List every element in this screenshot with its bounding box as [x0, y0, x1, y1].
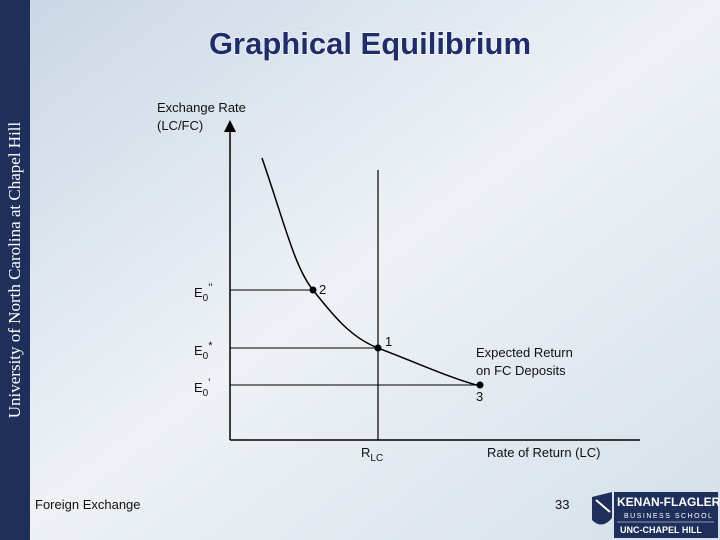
y-axis-label: (LC/FC) — [157, 118, 203, 133]
side-bar — [0, 0, 30, 540]
level-sub: 0 — [203, 388, 209, 399]
level-main: E — [194, 285, 203, 300]
footer-left: Foreign Exchange — [35, 497, 141, 512]
logo-shield — [592, 492, 612, 525]
curve-label: Expected Return — [476, 345, 573, 360]
side-text: University of North Carolina at Chapel H… — [5, 121, 24, 418]
logo: KENAN-FLAGLER BUSINESS SCHOOL UNC-CHAPEL… — [592, 492, 720, 538]
point-label: 1 — [385, 334, 392, 349]
level-sup: ' — [208, 377, 210, 389]
logo-stripe — [595, 499, 611, 513]
point — [476, 381, 484, 389]
point-label: 2 — [319, 282, 326, 297]
title: Graphical Equilibrium — [209, 26, 531, 61]
logo-university: UNC-CHAPEL HILL — [620, 525, 702, 535]
level-main: E — [194, 343, 203, 358]
y-axis-label: Exchange Rate — [157, 100, 246, 115]
logo-name: KENAN-FLAGLER — [617, 495, 720, 509]
expected-return-curve — [261, 157, 481, 387]
level-label: E0' — [194, 377, 210, 399]
logo-box — [614, 492, 718, 538]
level-sup: '' — [208, 282, 212, 294]
level-main: E — [194, 380, 203, 395]
point-label: 3 — [476, 389, 483, 404]
page-number: 33 — [555, 497, 569, 512]
rate-main: R — [361, 445, 370, 460]
level-sup: * — [208, 340, 213, 352]
curve-label: on FC Deposits — [476, 363, 566, 378]
level-label: E0* — [194, 340, 213, 362]
logo-school: BUSINESS SCHOOL — [624, 513, 713, 520]
point — [374, 344, 382, 352]
rate-sub: LC — [370, 453, 383, 464]
level-label: E0'' — [194, 282, 212, 304]
x-axis-label: Rate of Return (LC) — [487, 445, 600, 460]
rate-label: RLC — [361, 445, 383, 464]
level-sub: 0 — [203, 351, 209, 362]
level-sub: 0 — [203, 293, 209, 304]
point — [309, 286, 317, 294]
